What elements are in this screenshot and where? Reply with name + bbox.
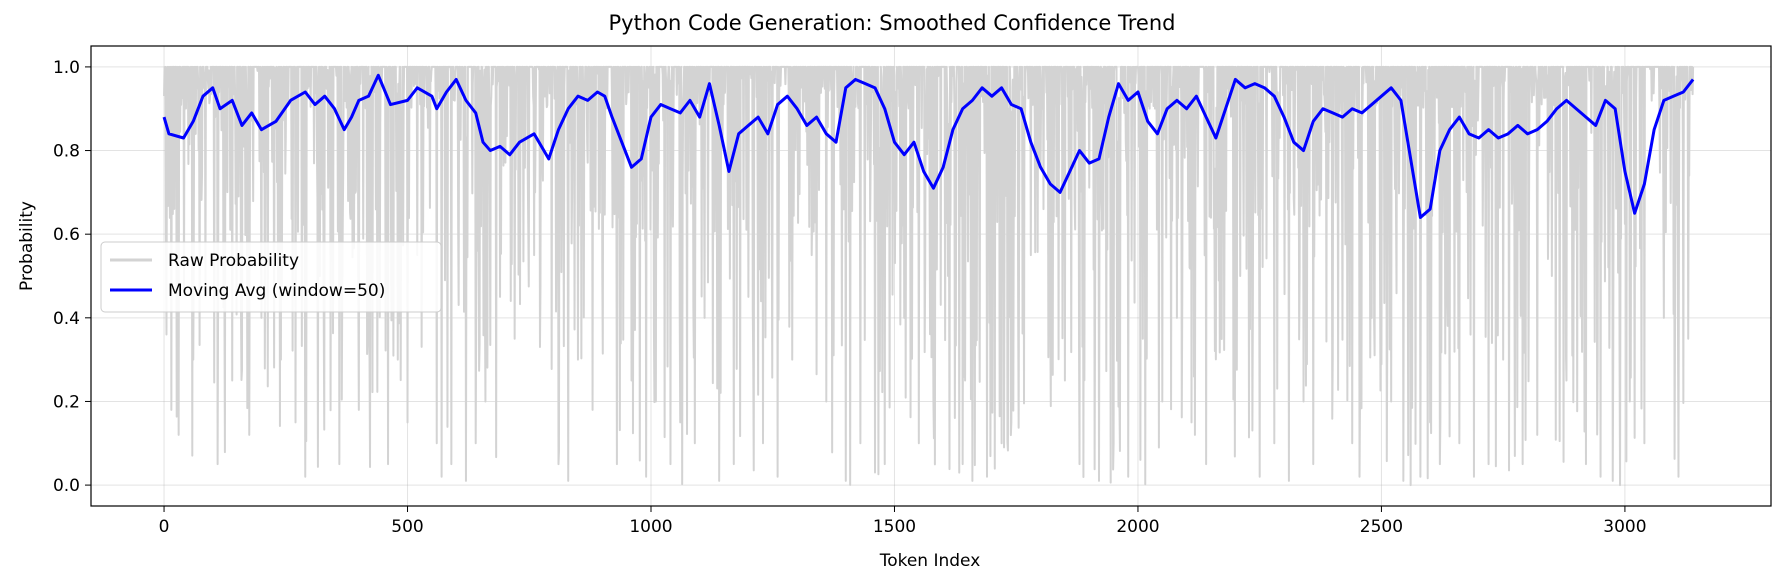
y-tick-label: 0.6 bbox=[53, 225, 80, 245]
y-tick-label: 1.0 bbox=[53, 58, 80, 78]
y-tick-label: 0.8 bbox=[53, 142, 80, 162]
axes-frame bbox=[90, 45, 1772, 507]
x-tick-label: 2500 bbox=[1360, 517, 1403, 537]
x-axis-ticks: 0 500 1000 1500 2000 2500 3000 bbox=[159, 506, 1647, 537]
x-tick-label: 1500 bbox=[873, 517, 916, 537]
legend-box bbox=[100, 241, 442, 313]
legend-label-raw: Raw Probability bbox=[168, 251, 299, 271]
x-axis-label: Token Index bbox=[879, 551, 981, 571]
legend: Raw Probability Moving Avg (window=50) bbox=[100, 241, 442, 313]
raw-probability-line bbox=[163, 65, 1695, 487]
y-axis-label: Probability bbox=[17, 201, 37, 291]
y-tick-label: 0.0 bbox=[53, 476, 80, 496]
x-tick-label: 0 bbox=[159, 517, 170, 537]
y-axis-ticks: 0.0 0.2 0.4 0.6 0.8 1.0 bbox=[53, 58, 91, 496]
x-tick-label: 1000 bbox=[629, 517, 672, 537]
legend-label-moving-avg: Moving Avg (window=50) bbox=[168, 281, 385, 301]
plot-series bbox=[162, 65, 1695, 487]
x-tick-label: 2000 bbox=[1116, 517, 1159, 537]
y-tick-label: 0.4 bbox=[53, 309, 80, 329]
x-tick-label: 500 bbox=[391, 517, 423, 537]
x-tick-label: 3000 bbox=[1603, 517, 1646, 537]
y-tick-label: 0.2 bbox=[53, 392, 80, 412]
chart-title: Python Code Generation: Smoothed Confide… bbox=[609, 11, 1176, 35]
moving-average-line bbox=[162, 73, 1695, 219]
